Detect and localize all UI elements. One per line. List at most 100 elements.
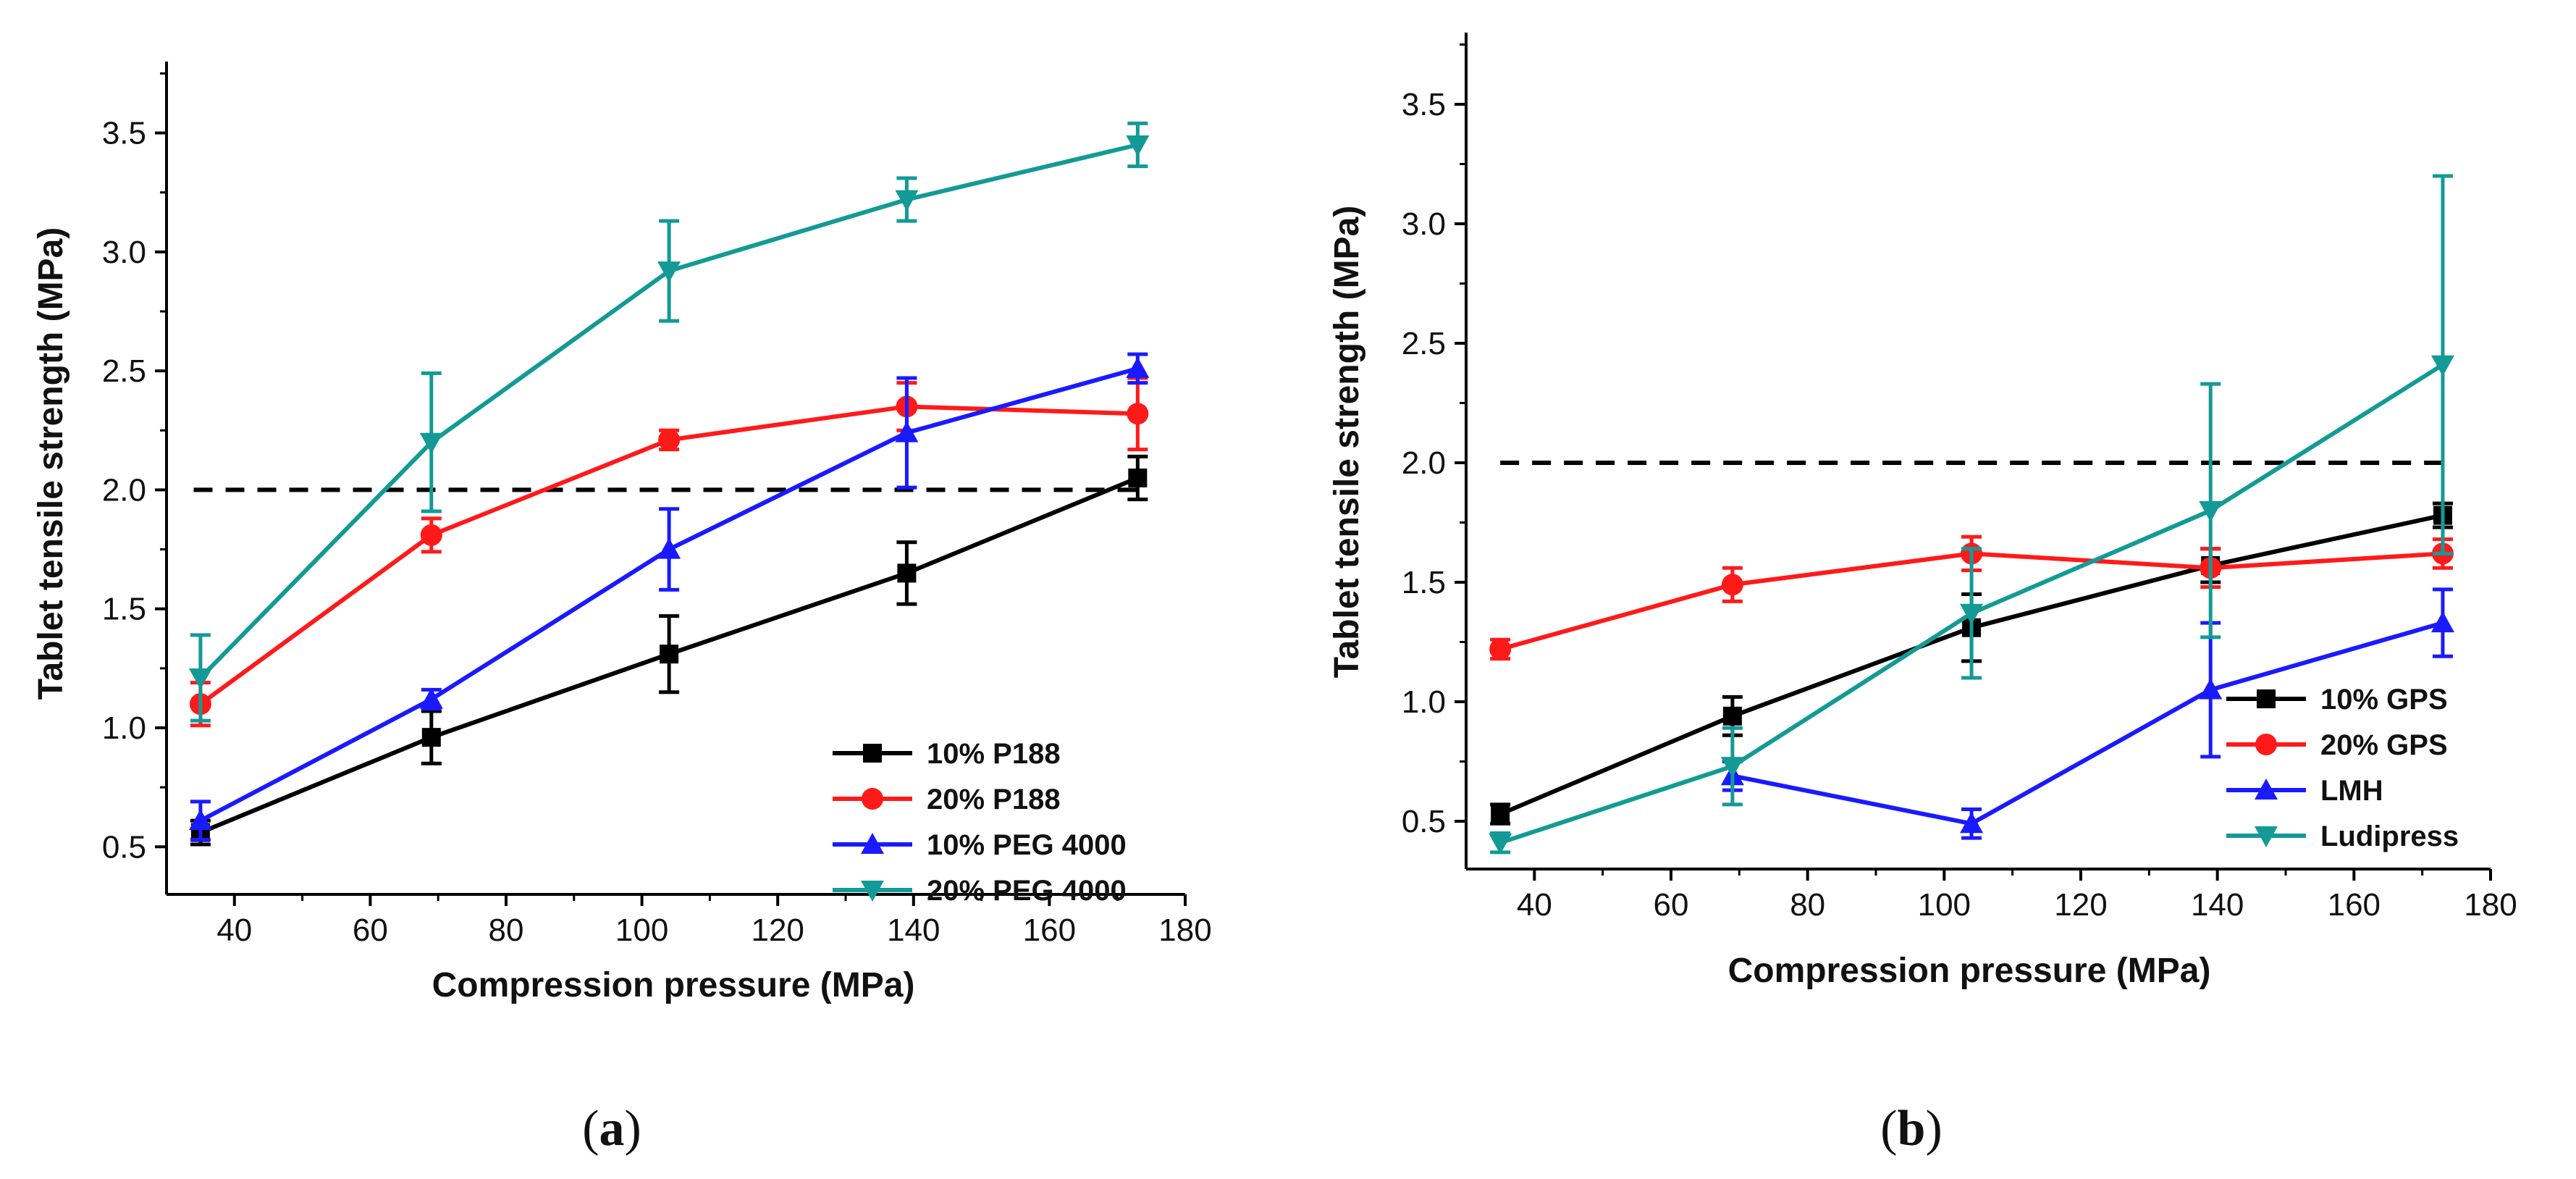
series-lmh xyxy=(1720,587,2454,840)
legend-label: 20% GPS xyxy=(2320,729,2448,761)
legend-marker xyxy=(863,744,882,763)
legend-label: 20% P188 xyxy=(927,784,1061,815)
data-point xyxy=(188,809,212,831)
x-tick-label: 100 xyxy=(615,912,668,948)
data-point xyxy=(419,687,443,709)
legend-entry: 20% P188 xyxy=(833,784,1061,815)
x-tick-label: 120 xyxy=(2054,887,2107,923)
x-tick-label: 180 xyxy=(1158,912,1211,948)
data-point xyxy=(1722,706,1742,726)
data-point xyxy=(895,421,919,442)
data-point xyxy=(1960,812,1984,834)
series-20-peg-4000 xyxy=(188,121,1150,723)
legend-entry: 10% PEG 4000 xyxy=(833,829,1127,861)
data-point xyxy=(2199,501,2223,522)
x-tick-label: 60 xyxy=(353,912,388,948)
y-tick-label: 0.5 xyxy=(1402,804,1446,839)
x-tick-label: 140 xyxy=(2191,887,2244,923)
legend-entry: 10% GPS xyxy=(2226,684,2448,716)
legend-marker xyxy=(862,788,883,810)
y-tick-label: 2.5 xyxy=(1402,326,1446,361)
x-tick-label: 80 xyxy=(489,912,524,948)
data-point xyxy=(188,668,212,689)
data-point xyxy=(657,261,681,283)
x-tick-label: 140 xyxy=(887,912,940,948)
legend-label: 10% PEG 4000 xyxy=(927,829,1127,861)
x-tick-label: 40 xyxy=(216,912,252,948)
x-tick-label: 180 xyxy=(2464,887,2517,923)
data-point xyxy=(1126,135,1150,156)
x-axis-label: Compression pressure (MPa) xyxy=(1728,952,2211,990)
legend-marker xyxy=(861,881,884,902)
series-line xyxy=(1732,621,2444,826)
y-axis-label: Tablet tensile strength (MPa) xyxy=(32,227,70,700)
legend-entry: 20% PEG 4000 xyxy=(833,875,1127,907)
data-point xyxy=(895,190,919,211)
y-tick-label: 3.5 xyxy=(1402,87,1446,122)
y-tick-label: 0.5 xyxy=(102,829,146,865)
y-tick-label: 3.0 xyxy=(102,235,146,270)
legend-marker xyxy=(2255,826,2278,847)
legend-label: 10% GPS xyxy=(2320,684,2448,716)
y-tick-label: 1.0 xyxy=(1402,684,1446,720)
series-ludipress xyxy=(1489,174,2454,855)
x-tick-label: 60 xyxy=(1654,887,1689,923)
y-tick-label: 2.0 xyxy=(1402,445,1446,481)
panel-label-b-letter: b xyxy=(1898,1101,1926,1157)
legend-label: Ludipress xyxy=(2320,821,2459,852)
x-tick-label: 40 xyxy=(1517,887,1552,923)
panel-label-a-letter: a xyxy=(599,1101,625,1157)
y-tick-label: 3.0 xyxy=(1402,206,1446,242)
legend-marker xyxy=(2255,779,2278,800)
data-point xyxy=(658,429,681,451)
data-point xyxy=(2430,355,2454,377)
panel-label-b: (b) xyxy=(1880,1101,1942,1157)
data-point xyxy=(2199,678,2223,700)
data-point xyxy=(1128,469,1148,487)
x-tick-label: 160 xyxy=(1023,912,1076,948)
x-tick-label: 160 xyxy=(2328,887,2381,923)
data-point xyxy=(1960,603,1984,625)
series-10-p188 xyxy=(190,454,1148,847)
legend-entry: 20% GPS xyxy=(2226,729,2448,761)
data-point xyxy=(660,645,679,664)
data-point xyxy=(1127,403,1149,425)
data-point xyxy=(421,728,441,747)
legend-marker xyxy=(861,833,884,854)
legend-entry: LMH xyxy=(2226,775,2383,807)
data-point xyxy=(1720,757,1744,779)
data-point xyxy=(657,537,681,559)
data-point xyxy=(1489,638,1512,660)
data-point xyxy=(1489,833,1512,855)
y-tick-label: 1.5 xyxy=(102,592,146,627)
legend-entry: Ludipress xyxy=(2226,821,2459,852)
legend-label: LMH xyxy=(2320,775,2383,807)
data-point xyxy=(897,563,917,583)
legend-entry: 10% P188 xyxy=(833,738,1061,770)
data-point xyxy=(420,524,442,546)
data-point xyxy=(2430,611,2454,633)
data-point xyxy=(1721,574,1743,596)
panel-label-a: (a) xyxy=(582,1101,641,1157)
x-tick-label: 100 xyxy=(1918,887,1971,923)
data-point xyxy=(1491,805,1510,824)
y-axis-label: Tablet tensile strength (MPa) xyxy=(1328,206,1366,679)
legend-label: 20% PEG 4000 xyxy=(927,875,1127,907)
x-axis-label: Compression pressure (MPa) xyxy=(432,966,915,1004)
y-tick-label: 1.0 xyxy=(102,710,146,746)
y-tick-label: 3.5 xyxy=(102,116,146,151)
legend-label: 10% P188 xyxy=(927,738,1061,770)
y-tick-label: 2.5 xyxy=(102,353,146,389)
x-tick-label: 120 xyxy=(751,912,804,948)
data-point xyxy=(419,432,443,454)
legend-marker xyxy=(2255,734,2277,755)
chart-panel-b: 40 60 80 100 120 140 160 180 0.5 1.0 1.5 2.0 2.5 3.0 3… xyxy=(1328,33,2517,1157)
legend-marker xyxy=(2257,689,2276,708)
data-point xyxy=(1126,356,1150,378)
chart-panel-a: 40 60 80 100 120 140 160 180 0.5 1.0 1.5 2.0 2.5 3.0 3… xyxy=(32,62,1212,1157)
y-tick-label: 2.0 xyxy=(102,472,146,508)
y-tick-label: 1.5 xyxy=(1402,565,1446,600)
x-tick-label: 80 xyxy=(1790,887,1825,923)
